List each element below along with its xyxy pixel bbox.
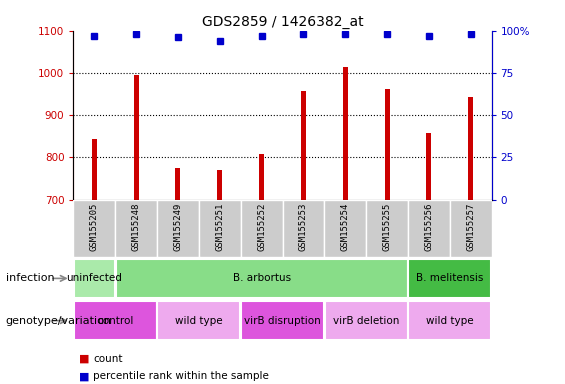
Bar <box>408 200 450 257</box>
Text: GSM155249: GSM155249 <box>173 203 182 251</box>
Bar <box>199 200 241 257</box>
Bar <box>301 91 306 200</box>
Bar <box>468 98 473 200</box>
Bar <box>427 133 431 200</box>
Bar <box>157 200 199 257</box>
Text: GSM155255: GSM155255 <box>383 203 392 251</box>
Text: genotype/variation: genotype/variation <box>6 316 112 326</box>
Bar <box>92 139 97 200</box>
Text: GSM155251: GSM155251 <box>215 203 224 251</box>
Text: B. melitensis: B. melitensis <box>416 273 484 283</box>
Bar <box>74 258 115 298</box>
Bar <box>324 200 366 257</box>
Bar <box>115 200 157 257</box>
Text: wild type: wild type <box>426 316 473 326</box>
Text: control: control <box>97 316 133 326</box>
Bar <box>158 301 240 341</box>
Bar <box>343 68 347 200</box>
Bar <box>325 301 407 341</box>
Text: GSM155248: GSM155248 <box>132 203 141 251</box>
Text: uninfected: uninfected <box>67 273 122 283</box>
Bar <box>116 258 407 298</box>
Bar <box>176 168 180 200</box>
Text: infection: infection <box>6 273 54 283</box>
Bar <box>134 76 138 200</box>
Text: GSM155256: GSM155256 <box>424 203 433 251</box>
Text: virB disruption: virB disruption <box>244 316 321 326</box>
Bar <box>218 170 222 200</box>
Bar <box>73 200 115 257</box>
Bar <box>241 200 282 257</box>
Text: B. arbortus: B. arbortus <box>233 273 290 283</box>
Text: ■: ■ <box>79 371 90 381</box>
Bar <box>385 89 389 200</box>
Text: ■: ■ <box>79 354 90 364</box>
Text: GSM155254: GSM155254 <box>341 203 350 251</box>
Text: count: count <box>93 354 123 364</box>
Bar <box>282 200 324 257</box>
Text: GSM155252: GSM155252 <box>257 203 266 251</box>
Bar <box>241 301 324 341</box>
Bar <box>259 154 264 200</box>
Text: GDS2859 / 1426382_at: GDS2859 / 1426382_at <box>202 15 363 29</box>
Bar <box>408 258 491 298</box>
Text: GSM155205: GSM155205 <box>90 203 99 251</box>
Bar <box>408 301 491 341</box>
Text: wild type: wild type <box>175 316 223 326</box>
Text: GSM155253: GSM155253 <box>299 203 308 251</box>
Bar <box>450 200 492 257</box>
Bar <box>366 200 408 257</box>
Text: virB deletion: virB deletion <box>333 316 399 326</box>
Text: GSM155257: GSM155257 <box>466 203 475 251</box>
Text: percentile rank within the sample: percentile rank within the sample <box>93 371 269 381</box>
Bar <box>74 301 157 341</box>
